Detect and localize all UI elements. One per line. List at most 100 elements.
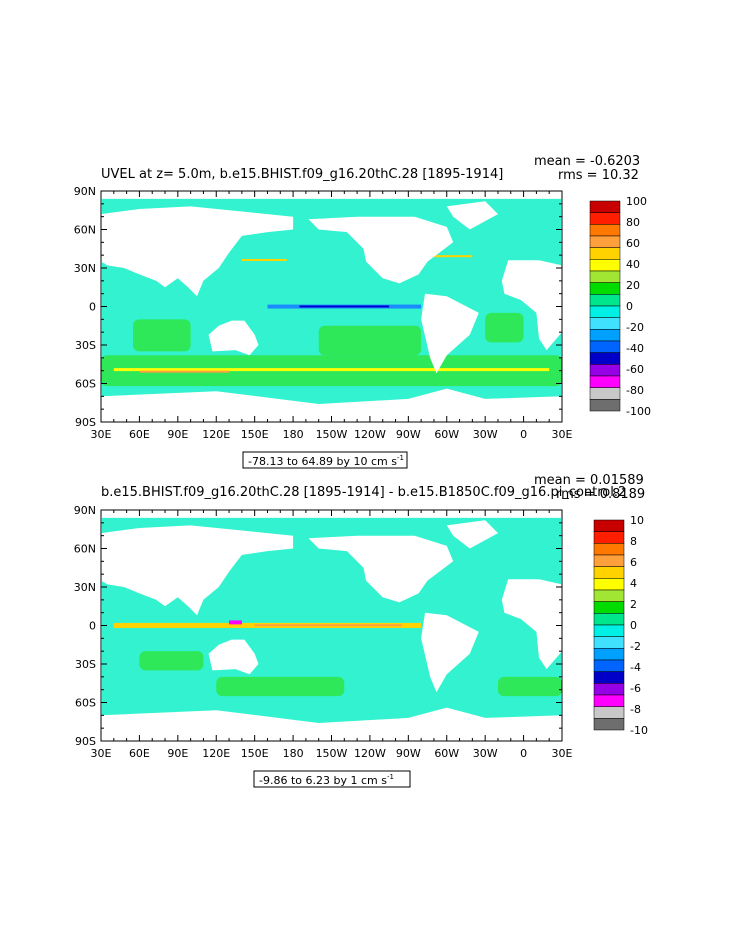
- colorbar-label: -60: [626, 363, 644, 376]
- range-note: -78.13 to 64.89 by 10 cm s-1: [248, 454, 404, 468]
- x-tick-label: 30E: [552, 747, 573, 760]
- negative-anomaly: [229, 620, 242, 625]
- x-tick-label: 90W: [396, 428, 421, 441]
- colorbar-swatch: [593, 636, 625, 649]
- land-mask: [208, 639, 259, 675]
- y-tick-labels: 90N 60N 30N 0 30S 60S 90S: [74, 185, 96, 429]
- x-tick-label: 120W: [354, 747, 386, 760]
- current-band: [216, 676, 345, 697]
- x-tick-labels: 30E 60E 90E 120E 150E 180 150W 120W 90W 60W 30W 0 30…: [91, 428, 573, 441]
- x-tick-label: 150E: [241, 428, 269, 441]
- map-panel-upper: UVEL at z= 5.0m, b.e15.BHIST.f09_g16.20t…: [74, 154, 651, 469]
- y-tick-label: 30N: [74, 262, 96, 275]
- colorbar-swatch: [593, 554, 625, 567]
- colorbar-swatch: [593, 718, 625, 731]
- colorbar-label: 6: [630, 556, 637, 569]
- map-field: [101, 510, 562, 741]
- land-mask: [421, 293, 479, 374]
- colorbar-label: 40: [626, 258, 640, 271]
- x-tick-label: 60E: [129, 747, 150, 760]
- colorbar-swatch: [593, 683, 625, 696]
- x-tick-label: 30E: [91, 428, 112, 441]
- map-panel-lower: b.e15.BHIST.f09_g16.20thC.28 [1895-1914]…: [74, 473, 648, 788]
- colorbar: 10 8 6 4 2 0 -2 -4 -6 -8 -10: [593, 514, 648, 737]
- x-tick-label: 30W: [473, 428, 498, 441]
- colorbar-label: -80: [626, 384, 644, 397]
- acc-jet-core: [139, 370, 230, 373]
- x-tick-label: 90E: [167, 428, 188, 441]
- y-tick-label: 60N: [74, 224, 96, 237]
- colorbar-swatch: [589, 399, 621, 412]
- equatorial-anomaly-core: [254, 624, 402, 627]
- x-tick-label: 150E: [241, 747, 269, 760]
- colorbar-swatch: [593, 601, 625, 614]
- land-mask: [101, 525, 294, 616]
- colorbar-swatch: [593, 624, 625, 637]
- colorbar-label: -8: [630, 703, 641, 716]
- rms-stat: rms = 10.32: [558, 168, 639, 183]
- map-field: [101, 191, 562, 422]
- x-tick-label: 30E: [91, 747, 112, 760]
- mean-stat: mean = 0.01589: [534, 473, 644, 488]
- land-mask: [208, 320, 259, 356]
- x-tick-label: 90W: [396, 747, 421, 760]
- colorbar-swatch: [593, 543, 625, 556]
- current-band: [485, 312, 524, 343]
- y-tick-label: 90N: [74, 504, 96, 517]
- y-tick-labels: 90N 60N 30N 0 30S 60S 90S: [74, 504, 96, 748]
- x-tick-label: 60W: [434, 428, 459, 441]
- y-tick-label: 60N: [74, 543, 96, 556]
- colorbar-swatch: [593, 706, 625, 719]
- current-band: [497, 676, 562, 697]
- colorbar-label: -20: [626, 321, 644, 334]
- y-tick-label: 60S: [75, 378, 96, 391]
- rms-stat: rms = 0.8189: [556, 487, 645, 502]
- colorbar-swatch: [593, 578, 625, 591]
- x-tick-label: 120E: [202, 747, 230, 760]
- colorbar-label: -10: [630, 724, 648, 737]
- equatorial-core: [299, 305, 390, 308]
- land-mask: [446, 520, 498, 549]
- colorbar-label: 0: [626, 300, 633, 313]
- y-tick-label: 30N: [74, 581, 96, 594]
- range-note: -9.86 to 6.23 by 1 cm s-1: [259, 773, 394, 787]
- colorbar-label: -100: [626, 405, 651, 418]
- x-tick-label: 30E: [552, 428, 573, 441]
- colorbar-label: -40: [626, 342, 644, 355]
- y-tick-label: 90S: [75, 735, 96, 748]
- colorbar-label: 100: [626, 195, 647, 208]
- colorbar-swatch: [593, 613, 625, 626]
- y-tick-label: 0: [89, 301, 96, 314]
- colorbar-label: 10: [630, 514, 644, 527]
- colorbar-swatch: [593, 566, 625, 579]
- y-tick-label: 60S: [75, 697, 96, 710]
- colorbar-label: 2: [630, 598, 637, 611]
- range-note-box: -9.86 to 6.23 by 1 cm s-1: [253, 770, 411, 788]
- land-mask: [101, 206, 294, 297]
- colorbar: 100 80 60 40 20 0 -20 -40 -60 -80 -100: [589, 195, 651, 418]
- x-tick-label: 0: [520, 747, 527, 760]
- colorbar-swatch: [593, 648, 625, 661]
- colorbar-label: -6: [630, 682, 641, 695]
- y-tick-label: 90S: [75, 416, 96, 429]
- colorbar-label: 20: [626, 279, 640, 292]
- x-tick-label: 180: [283, 428, 304, 441]
- land-mask: [308, 535, 454, 603]
- kuroshio-jet: [241, 259, 287, 262]
- colorbar-swatch: [593, 519, 625, 532]
- colorbar-swatch: [593, 589, 625, 602]
- land-mask: [101, 707, 562, 741]
- y-tick-label: 90N: [74, 185, 96, 198]
- x-tick-label: 60E: [129, 428, 150, 441]
- colorbar-label: 4: [630, 577, 637, 590]
- colorbar-label: 8: [630, 535, 637, 548]
- x-tick-label: 90E: [167, 747, 188, 760]
- mean-stat: mean = -0.6203: [534, 154, 640, 169]
- colorbar-swatch: [593, 659, 625, 672]
- range-note-box: -78.13 to 64.89 by 10 cm s-1: [242, 451, 408, 469]
- x-tick-label: 150W: [316, 428, 348, 441]
- colorbar-swatch: [593, 671, 625, 684]
- land-mask: [446, 201, 498, 230]
- y-tick-label: 30S: [75, 658, 96, 671]
